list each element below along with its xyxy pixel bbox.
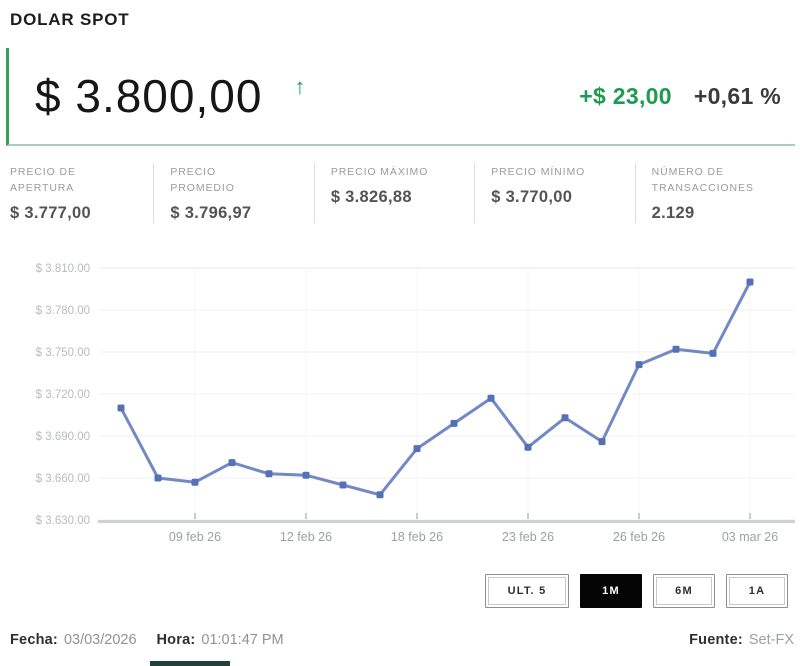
svg-text:$ 3.720.00: $ 3.720.00: [36, 389, 90, 401]
stat-value: $ 3.796,97: [170, 203, 252, 222]
time-value: 01:01:47 PM: [201, 632, 284, 648]
stat-precio-apertura: PRECIO DE APERTURA $ 3.777,00: [10, 163, 153, 223]
svg-text:18 feb 26: 18 feb 26: [391, 530, 443, 544]
price-group: $ 3.800,00 ↑: [35, 69, 305, 123]
source-value: Set-FX: [748, 632, 794, 648]
range-button-1m[interactable]: 1M: [580, 574, 642, 608]
change-absolute: +$ 23,00: [579, 82, 672, 109]
svg-text:12 feb 26: 12 feb 26: [280, 530, 332, 544]
svg-text:23 feb 26: 23 feb 26: [502, 530, 554, 544]
svg-text:26 feb 26: 26 feb 26: [613, 530, 665, 544]
footer-datetime: Fecha: 03/03/2026 Hora: 01:01:47 PM: [10, 632, 284, 648]
bottom-edge-fragment: [150, 661, 230, 666]
stat-value: 2.129: [651, 203, 695, 222]
stat-label: PRECIO MÁXIMO: [330, 166, 429, 178]
current-price-panel: $ 3.800,00 ↑ +$ 23,00 +0,61 %: [6, 48, 795, 146]
date-value: 03/03/2026: [63, 632, 137, 648]
stat-value: $ 3.826,88: [330, 187, 412, 206]
svg-text:03 mar 26: 03 mar 26: [722, 530, 778, 544]
stat-numero-transacciones: NÚMERO DE TRANSACCIONES 2.129: [634, 163, 795, 223]
footer-date: Fecha: 03/03/2026: [10, 632, 137, 648]
range-selector: ULT. 5 1M 6M 1A: [485, 574, 788, 608]
change-group: +$ 23,00 +0,61 %: [579, 83, 785, 110]
svg-text:$ 3.810.00: $ 3.810.00: [36, 263, 90, 275]
svg-text:$ 3.630.00: $ 3.630.00: [36, 515, 90, 527]
page-title: DOLAR SPOT: [10, 10, 130, 29]
stat-value: $ 3.777,00: [10, 203, 91, 222]
current-price: $ 3.800,00: [35, 70, 263, 122]
time-label: Hora:: [156, 632, 196, 648]
stat-label: PRECIO MÍNIMO: [491, 166, 586, 178]
stats-row: PRECIO DE APERTURA $ 3.777,00 PRECIO PRO…: [10, 163, 795, 223]
footer-source: Fuente: Set-FX: [689, 632, 794, 648]
range-button-6m[interactable]: 6M: [653, 574, 715, 608]
trend-up-icon: ↑: [294, 74, 306, 99]
stat-precio-maximo: PRECIO MÁXIMO $ 3.826,88: [313, 163, 474, 223]
svg-text:$ 3.660.00: $ 3.660.00: [36, 473, 90, 485]
footer-time: Hora: 01:01:47 PM: [157, 632, 284, 648]
source-label: Fuente:: [689, 632, 743, 648]
price-line-chart[interactable]: $ 3.810.00 $ 3.780.00 $ 3.750.00 $ 3.720.00…: [0, 260, 800, 560]
stat-precio-promedio: PRECIO PROMEDIO $ 3.796,97: [153, 163, 313, 223]
stat-label: PRECIO DE APERTURA: [10, 166, 76, 194]
svg-text:09 feb 26: 09 feb 26: [169, 530, 221, 544]
stat-label: PRECIO PROMEDIO: [170, 166, 235, 194]
stat-label: NÚMERO DE TRANSACCIONES: [651, 166, 754, 194]
svg-text:$ 3.750.00: $ 3.750.00: [36, 347, 90, 359]
footer: Fecha: 03/03/2026 Hora: 01:01:47 PM Fuente…: [10, 632, 794, 648]
range-button-1a[interactable]: 1A: [726, 574, 788, 608]
svg-text:$ 3.690.00: $ 3.690.00: [36, 431, 90, 443]
stat-precio-minimo: PRECIO MÍNIMO $ 3.770,00: [474, 163, 634, 223]
change-percent: +0,61 %: [693, 82, 781, 109]
svg-text:$ 3.780.00: $ 3.780.00: [36, 305, 90, 317]
range-button-ult-5[interactable]: ULT. 5: [485, 574, 569, 608]
stat-value: $ 3.770,00: [491, 187, 573, 206]
date-label: Fecha:: [10, 632, 58, 648]
